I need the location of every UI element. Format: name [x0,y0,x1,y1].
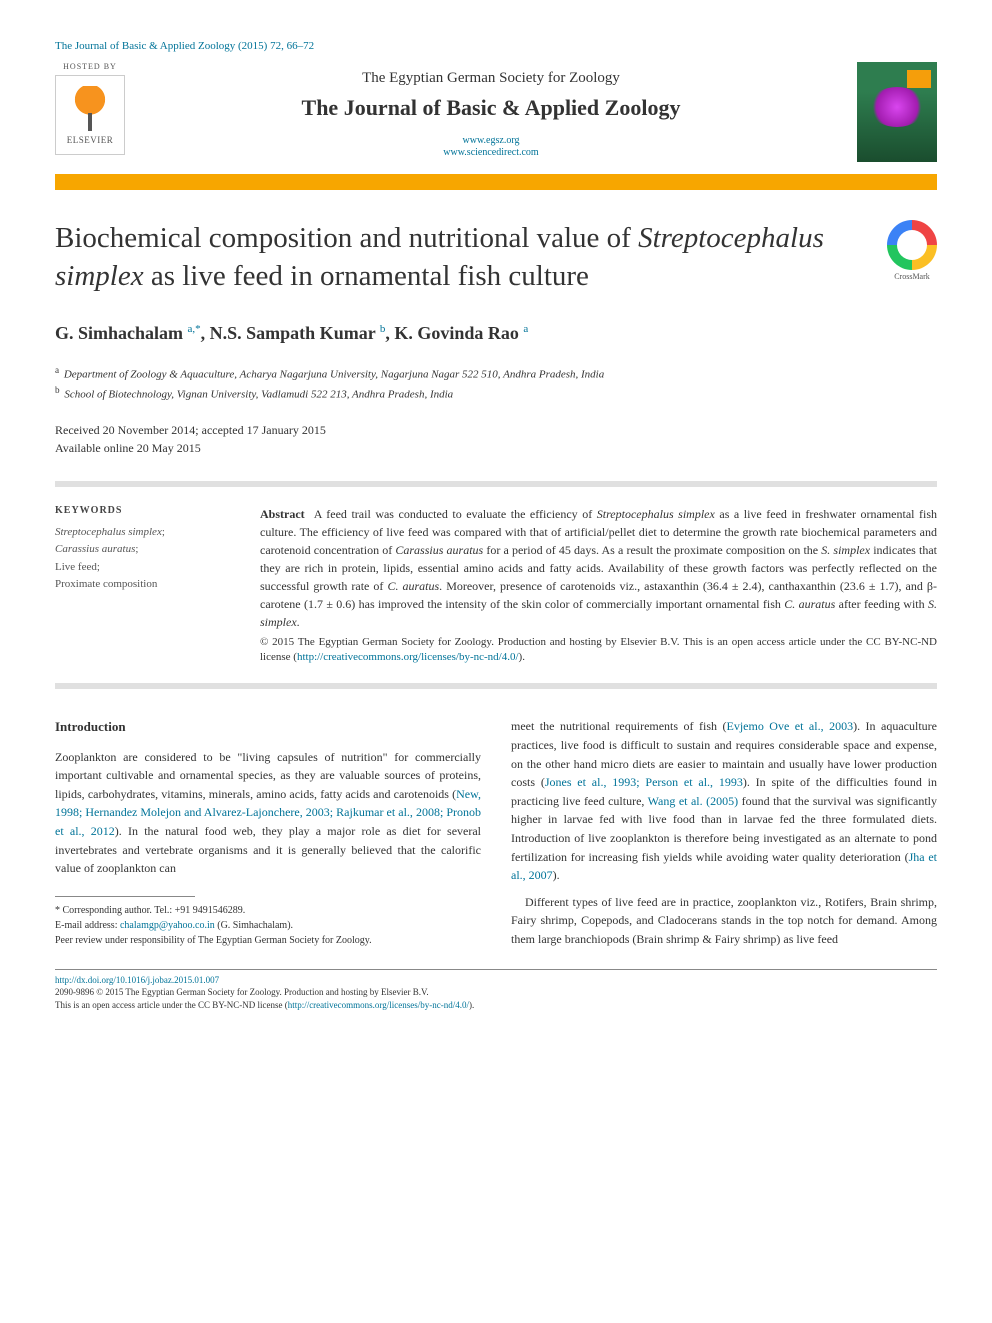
col2-paragraph-2: Different types of live feed are in prac… [511,893,937,949]
license-line: © 2015 The Egyptian German Society for Z… [260,635,937,666]
doi-link[interactable]: http://dx.doi.org/10.1016/j.jobaz.2015.0… [55,975,219,985]
gray-divider-bottom [55,683,937,689]
journal-header: HOSTED BY ELSEVIER The Egyptian German S… [55,62,937,178]
hosted-by-label: HOSTED BY [55,62,125,71]
citation-evjemo[interactable]: Evjemo Ove et al., 2003 [727,719,854,733]
crossmark-label: CrossMark [887,272,937,281]
authors-line: G. Simhachalam a,*, N.S. Sampath Kumar b… [55,323,937,344]
author-2-affil[interactable]: b [380,323,386,335]
journal-links: www.egsz.org www.sciencedirect.com [145,135,837,158]
right-column: meet the nutritional requirements of fis… [511,717,937,956]
article-title: Biochemical composition and nutritional … [55,220,867,295]
gray-divider-top [55,481,937,487]
keywords-list: Streptocephalus simplex; Carassius aurat… [55,524,230,594]
footer-license-link[interactable]: http://creativecommons.org/licenses/by-n… [288,1000,469,1010]
introduction-heading: Introduction [55,717,481,737]
elsevier-text: ELSEVIER [67,135,114,145]
author-email-link[interactable]: chalamgp@yahoo.co.in [120,920,215,931]
egsz-link[interactable]: www.egsz.org [145,135,837,146]
issn-line: 2090-9896 © 2015 The Egyptian German Soc… [55,987,429,997]
crossmark-block[interactable]: CrossMark [887,220,937,281]
footnotes: * Corresponding author. Tel.: +91 949154… [55,903,481,948]
available-online: Available online 20 May 2015 [55,439,937,457]
affiliations: a Department of Zoology & Aquaculture, A… [55,364,937,402]
sciencedirect-link[interactable]: www.sciencedirect.com [145,147,837,158]
abstract-block: KEYWORDS Streptocephalus simplex; Carass… [55,505,937,666]
received-accepted: Received 20 November 2014; accepted 17 J… [55,421,937,439]
footer-bar: http://dx.doi.org/10.1016/j.jobaz.2015.0… [55,969,937,1012]
footnote-divider [55,896,195,897]
corresponding-author: * Corresponding author. Tel.: +91 949154… [55,903,481,918]
society-name: The Egyptian German Society for Zoology [145,70,837,87]
affiliation-a: Department of Zoology & Aquaculture, Ach… [64,369,604,381]
keywords-heading: KEYWORDS [55,505,230,516]
email-line: E-mail address: chalamgp@yahoo.co.in (G.… [55,918,481,933]
author-2: N.S. Sampath Kumar [210,323,376,343]
citation-wang[interactable]: Wang et al. (2005) [648,794,738,808]
keywords-column: KEYWORDS Streptocephalus simplex; Carass… [55,505,230,666]
author-1-affil[interactable]: a,* [188,323,201,335]
publisher-block: HOSTED BY ELSEVIER [55,62,125,155]
abstract-label: Abstract [260,507,305,521]
elsevier-logo[interactable]: ELSEVIER [55,75,125,155]
journal-reference: The Journal of Basic & Applied Zoology (… [55,40,937,52]
abstract-column: Abstract A feed trail was conducted to e… [260,505,937,666]
col2-paragraph-1: meet the nutritional requirements of fis… [511,717,937,884]
author-3-affil[interactable]: a [523,323,528,335]
elsevier-tree-icon [70,86,110,131]
peer-review-note: Peer review under responsibility of The … [55,933,481,948]
body-columns: Introduction Zooplankton are considered … [55,717,937,956]
orange-divider [55,178,937,190]
journal-name: The Journal of Basic & Applied Zoology [145,95,837,121]
header-center: The Egyptian German Society for Zoology … [145,62,837,159]
author-3: K. Govinda Rao [394,323,519,343]
affiliation-b: School of Biotechnology, Vignan Universi… [64,388,453,400]
citation-jones[interactable]: Jones et al., 1993; Person et al., 1993 [545,775,743,789]
journal-cover-thumbnail[interactable] [857,62,937,162]
crossmark-icon [887,220,937,270]
article-dates: Received 20 November 2014; accepted 17 J… [55,421,937,457]
license-link[interactable]: http://creativecommons.org/licenses/by-n… [297,651,519,663]
intro-paragraph-1: Zooplankton are considered to be "living… [55,748,481,878]
left-column: Introduction Zooplankton are considered … [55,717,481,956]
author-1: G. Simhachalam [55,323,183,343]
